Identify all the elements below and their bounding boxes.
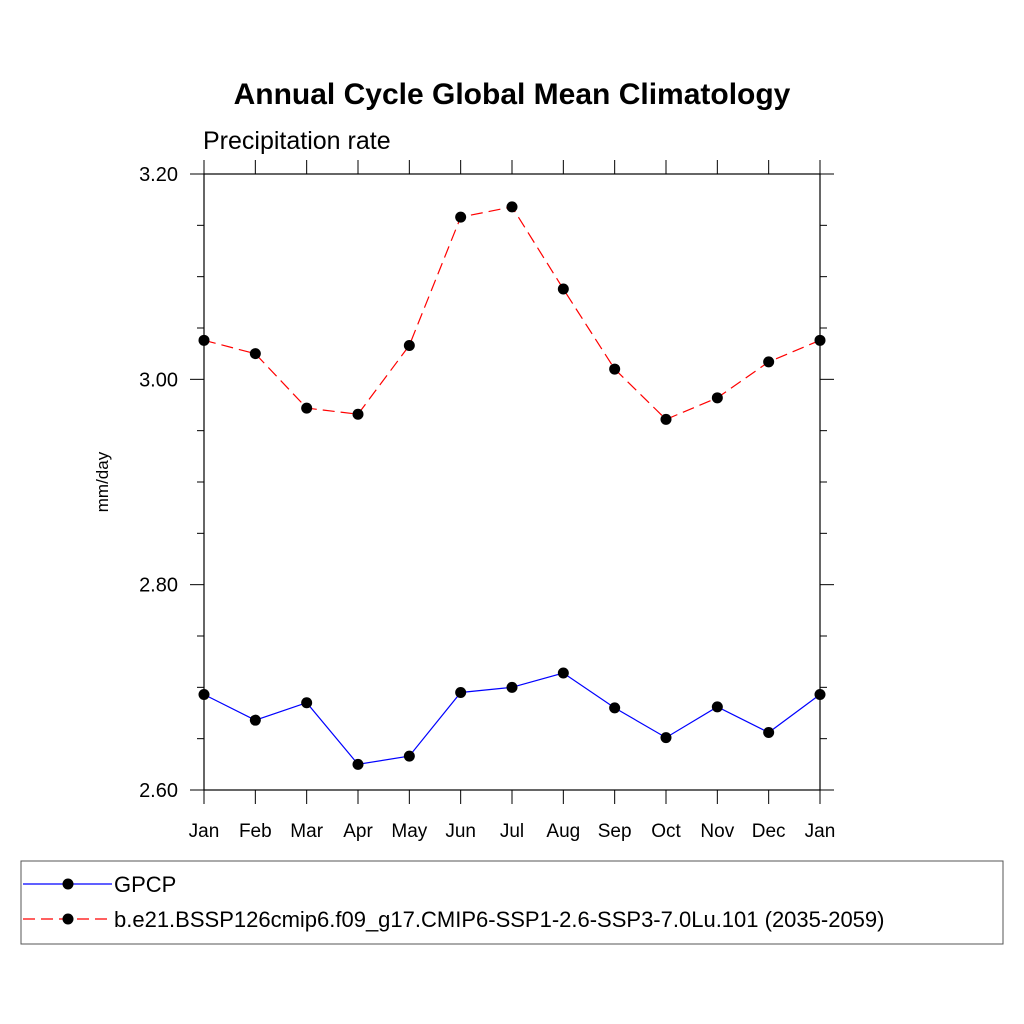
data-point [660,413,672,425]
data-point [557,283,569,295]
data-point [557,667,569,679]
axes: 2.60 2.80 3.00 3.20 Jan Feb Mar Apr May Jun Jul Aug… [139,160,835,842]
data-point [763,356,775,368]
legend: GPCP b.e21.BSSP126cmip6.f09_g17.CMIP6-SSP… [20,860,1004,945]
data-point [403,339,415,351]
x-tick-label: May [391,821,427,842]
x-tick-label: Jul [500,821,524,842]
x-tick-label: Apr [343,821,373,842]
data-point [609,702,621,714]
data-point [352,758,364,770]
y-axis-label: mm/day [93,451,112,512]
legend-label: GPCP [114,872,176,897]
x-tick-label: Sep [598,821,632,842]
data-point [249,348,261,360]
data-point [763,727,775,739]
data-point [660,732,672,744]
y-tick-label: 3.20 [139,164,178,186]
x-tick-label: Feb [239,821,272,842]
chart-title: Annual Cycle Global Mean Climatology [234,78,791,111]
series-line [203,206,821,421]
data-point [711,392,723,404]
data-point [506,681,518,693]
data-point [455,211,467,223]
data-point [711,701,723,713]
plot-frame [203,173,821,791]
series-layer [198,201,826,770]
x-tick-label: Oct [651,821,681,842]
data-point [455,686,467,698]
y-tick-label: 2.80 [139,575,178,597]
x-tick-label: Jun [445,821,476,842]
data-point [301,697,313,709]
data-point [249,714,261,726]
data-point [403,750,415,762]
y-tick-label: 3.00 [139,369,178,391]
x-tick-label: Jan [805,821,836,842]
data-point [506,201,518,213]
x-tick-label: Jan [189,821,220,842]
legend-marker [62,913,74,925]
x-tick-label: Aug [546,821,580,842]
chart-subtitle: Precipitation rate [203,127,391,155]
legend-marker [62,878,74,890]
legend-label: b.e21.BSSP126cmip6.f09_g17.CMIP6-SSP1-2.… [114,907,884,932]
data-point [609,363,621,375]
x-tick-label: Mar [290,821,323,842]
y-tick-label: 2.60 [139,780,178,802]
legend-box [20,860,1004,945]
x-tick-label: Nov [700,821,734,842]
data-point [352,408,364,420]
x-tick-label: Dec [752,821,786,842]
data-point [301,402,313,414]
